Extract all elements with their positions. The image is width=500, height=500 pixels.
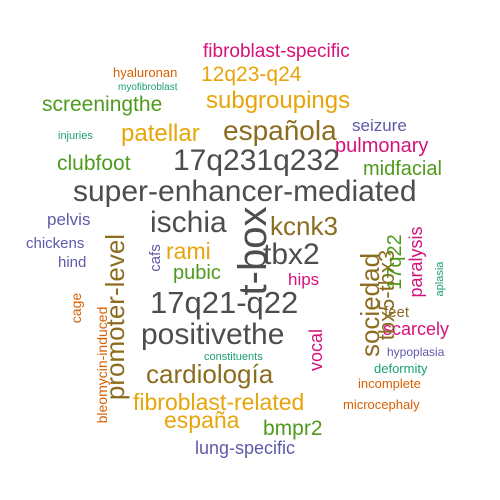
word-17q21-q22: 17q21-q22 xyxy=(150,285,299,320)
word-injuries: injuries xyxy=(58,130,93,142)
word-feet: feet xyxy=(384,304,410,321)
word-positivethe: positivethe xyxy=(141,318,285,351)
word-vocal: vocal xyxy=(306,328,326,372)
word-incomplete: incomplete xyxy=(358,376,421,391)
word-cafs: cafs xyxy=(147,244,164,272)
word-tbx2: tbx2 xyxy=(263,238,320,271)
word-midfacial: midfacial xyxy=(363,158,442,180)
word-pulmonary: pulmonary xyxy=(335,135,429,157)
word-subgroupings: subgroupings xyxy=(206,87,351,114)
word-rami: rami xyxy=(166,238,211,264)
word-paralysis: paralysis xyxy=(406,226,426,298)
word-constituents: constituents xyxy=(204,351,263,363)
word-patellar: patellar xyxy=(121,120,200,147)
word-pelvis: pelvis xyxy=(47,210,91,229)
word-super-enhancer-mediated: super-enhancer-mediated xyxy=(73,175,417,208)
word-ischia: ischia xyxy=(150,206,227,239)
word-t-box: t-box xyxy=(231,206,275,296)
word-bmpr2: bmpr2 xyxy=(263,417,323,440)
word-aplasia: aplasia xyxy=(434,261,446,297)
word-scarcely: scarcely xyxy=(383,319,450,339)
word-pubic: pubic xyxy=(173,262,221,284)
word-17q231q232: 17q231q232 xyxy=(173,144,340,177)
word-kcnk3: kcnk3 xyxy=(270,211,338,241)
word-hind: hind xyxy=(58,254,87,271)
word-espanola: española xyxy=(223,115,337,146)
word-myofibroblast: myofibroblast xyxy=(118,82,178,93)
word-screeningthe: screeningthe xyxy=(42,93,163,116)
word-microcephaly: microcephaly xyxy=(343,397,420,412)
word-chickens: chickens xyxy=(26,235,85,252)
word-cardiologia: cardiología xyxy=(146,359,274,389)
word-hyaluronan: hyaluronan xyxy=(113,65,178,80)
word-deformity: deformity xyxy=(374,361,428,376)
word-12q23-q24: 12q23-q24 xyxy=(201,63,302,86)
word-espana: españa xyxy=(164,407,240,433)
word-lung-specific: lung-specific xyxy=(195,438,296,458)
word-hypoplasia: hypoplasia xyxy=(387,345,445,359)
word-seizure: seizure xyxy=(352,116,407,135)
word-clubfoot: clubfoot xyxy=(57,152,131,175)
word-cage: cage xyxy=(68,292,84,324)
word-hips: hips xyxy=(288,270,320,289)
word-bleomycin-induced: bleomycin-induced xyxy=(94,306,110,424)
word-fibroblast-related: fibroblast-related xyxy=(133,389,305,415)
word-fibroblast-specific: fibroblast-specific xyxy=(203,41,350,62)
